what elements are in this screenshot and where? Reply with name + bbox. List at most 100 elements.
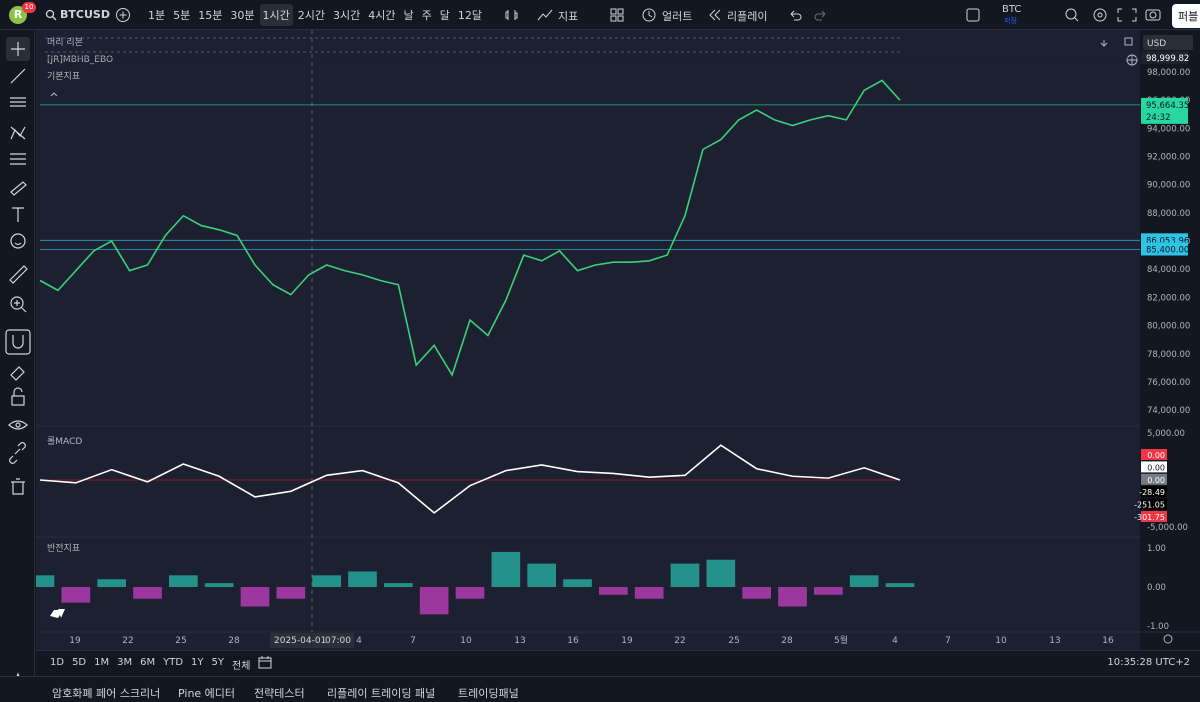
panel-tab[interactable]: 트레이딩패널 bbox=[458, 687, 519, 700]
panel-tab[interactable]: 리플레이 트레이딩 패널 bbox=[327, 687, 436, 700]
x-tick-label: 19 bbox=[69, 636, 81, 646]
legend-basic[interactable]: 기본지표 bbox=[47, 71, 80, 82]
y-tick-label: 88,000.00 bbox=[1147, 209, 1190, 219]
symbol[interactable]: BTCUSD bbox=[60, 8, 110, 21]
interval-button[interactable]: 30분 bbox=[230, 9, 255, 22]
histogram-bar bbox=[36, 575, 55, 588]
range-button[interactable]: 3M bbox=[117, 657, 133, 668]
histogram-bar bbox=[670, 563, 700, 588]
interval-button[interactable]: 3시간 bbox=[333, 9, 361, 22]
range-button[interactable]: 6M bbox=[140, 657, 156, 668]
indicator-icon[interactable] bbox=[537, 8, 553, 22]
histogram-bar bbox=[384, 583, 413, 588]
goto-date[interactable] bbox=[258, 656, 272, 670]
histogram-bar bbox=[97, 579, 126, 588]
interval-button[interactable]: 12달 bbox=[457, 9, 482, 22]
bottom-tabs: 암호화폐 페어 스크리너 Pine 에디터 전략테스터 리플레이 트레이딩 패널 트레이… bbox=[0, 676, 1200, 700]
histogram-bar bbox=[599, 587, 628, 595]
interval-button[interactable]: 4시간 bbox=[368, 9, 396, 22]
range-button[interactable]: 1D bbox=[50, 657, 65, 668]
replay-icon[interactable] bbox=[708, 9, 722, 21]
x-tick-label: 4 bbox=[356, 636, 362, 646]
histogram-bar bbox=[276, 587, 306, 599]
value-badge bbox=[1141, 486, 1167, 498]
indicators-button[interactable]: 지표 bbox=[558, 10, 579, 23]
save-label[interactable]: 저장 bbox=[1004, 17, 1017, 25]
interval-button[interactable]: 2시간 bbox=[297, 9, 325, 22]
histogram-bar bbox=[133, 587, 162, 599]
y-tick-label: 90,000.00 bbox=[1147, 181, 1190, 191]
x-tick-label: 13 bbox=[1049, 636, 1060, 646]
price-label: 95,664.35 bbox=[1146, 101, 1189, 111]
histogram-bar bbox=[455, 587, 485, 599]
range-button[interactable]: 전체 bbox=[232, 661, 251, 672]
range-button[interactable]: 1M bbox=[94, 657, 110, 668]
panel-tab[interactable]: 암호화폐 페어 스크리너 bbox=[52, 687, 161, 700]
range-button[interactable]: 1Y bbox=[191, 657, 204, 668]
histogram-bar bbox=[778, 587, 807, 607]
alert-button[interactable]: 얼러트 bbox=[662, 10, 693, 23]
range-button[interactable]: 5Y bbox=[211, 657, 225, 668]
interval-button[interactable]: 5분 bbox=[173, 9, 191, 22]
chart-type[interactable] bbox=[505, 8, 519, 22]
top-toolbar: R 10 BTCUSD 1분 5분 15분 30분 1시간 2시간 3시간 4시간 날 주 달 12달… bbox=[0, 0, 1200, 30]
legend-ribbon[interactable]: 머리 리본 bbox=[47, 37, 83, 48]
x-tick-label: 7 bbox=[945, 636, 951, 646]
chart-background bbox=[36, 30, 1140, 650]
histogram-bar bbox=[169, 575, 198, 588]
interval-button[interactable]: 주 bbox=[421, 9, 432, 22]
panel-tab[interactable]: Pine 에디터 bbox=[178, 687, 236, 700]
collapse-legend[interactable] bbox=[50, 92, 58, 97]
layout-icon[interactable] bbox=[610, 8, 624, 22]
x-tick-label: 25 bbox=[728, 636, 739, 646]
value-badge-label: 0.00 bbox=[1147, 463, 1165, 472]
range-button[interactable]: YTD bbox=[163, 657, 184, 668]
price-axis-background bbox=[1140, 30, 1200, 650]
add-level[interactable] bbox=[1126, 54, 1138, 66]
price-label: 85,400.00 bbox=[1146, 246, 1189, 256]
interval-list: 1분 5분 15분 30분 1시간 2시간 3시간 4시간 날 주 달 12달 bbox=[145, 4, 485, 26]
currency[interactable]: USD bbox=[1147, 39, 1166, 49]
toolbar-icons[interactable] bbox=[1064, 6, 1184, 24]
pane-controls[interactable] bbox=[1100, 37, 1137, 65]
currency-box[interactable] bbox=[1143, 35, 1193, 50]
interval-button[interactable]: 날 bbox=[403, 9, 414, 22]
layout-toggle[interactable] bbox=[966, 8, 980, 22]
interval-button[interactable]: 1분 bbox=[148, 9, 166, 22]
panel-tab[interactable]: 전략테스터 bbox=[254, 687, 305, 700]
value-badge bbox=[1141, 449, 1167, 460]
x-tick-label: 10 bbox=[995, 636, 1007, 646]
price-label-box bbox=[1141, 50, 1188, 64]
tv-logo bbox=[50, 609, 65, 618]
x-tick-label: 7 bbox=[410, 636, 416, 646]
chart-area: 머리 리본 [JR]MBHB_EBO 기본지표 USD 98,000.0096,… bbox=[36, 30, 1200, 650]
publish-button[interactable]: 퍼블 bbox=[1172, 4, 1200, 28]
axis-settings[interactable] bbox=[1163, 634, 1173, 644]
value-badge bbox=[1141, 511, 1167, 522]
y-tick-label: 84,000.00 bbox=[1147, 265, 1190, 275]
histogram-bar bbox=[527, 563, 556, 588]
x-tick-label: 28 bbox=[781, 636, 793, 646]
x-tick-label: 19 bbox=[621, 636, 633, 646]
replay-button[interactable]: 리플레이 bbox=[727, 10, 768, 23]
alert-icon[interactable] bbox=[642, 8, 656, 22]
y-tick-label: 80,000.00 bbox=[1147, 322, 1190, 332]
interval-button[interactable]: 15분 bbox=[198, 9, 223, 22]
clock[interactable]: 10:35:28 UTC+2 bbox=[1107, 657, 1190, 668]
x-tick-label: 22 bbox=[122, 636, 133, 646]
histogram-bar bbox=[240, 587, 270, 607]
range-button[interactable]: 5D bbox=[72, 657, 87, 668]
search-icon[interactable] bbox=[45, 9, 57, 21]
interval-button[interactable]: 1시간 bbox=[259, 4, 293, 26]
add-symbol[interactable] bbox=[115, 7, 131, 23]
drawing-tools[interactable] bbox=[0, 30, 35, 699]
ticker-name[interactable]: BTC bbox=[1002, 4, 1022, 15]
y-tick-label: 74,000.00 bbox=[1147, 406, 1190, 416]
histogram-bar bbox=[312, 575, 341, 588]
legend-study[interactable]: [JR]MBHB_EBO bbox=[47, 55, 113, 65]
value-badge-label: 0.00 bbox=[1147, 451, 1165, 460]
undo-redo[interactable] bbox=[788, 9, 828, 21]
y-tick-label: 92,000.00 bbox=[1147, 153, 1190, 163]
interval-button[interactable]: 달 bbox=[439, 9, 450, 22]
